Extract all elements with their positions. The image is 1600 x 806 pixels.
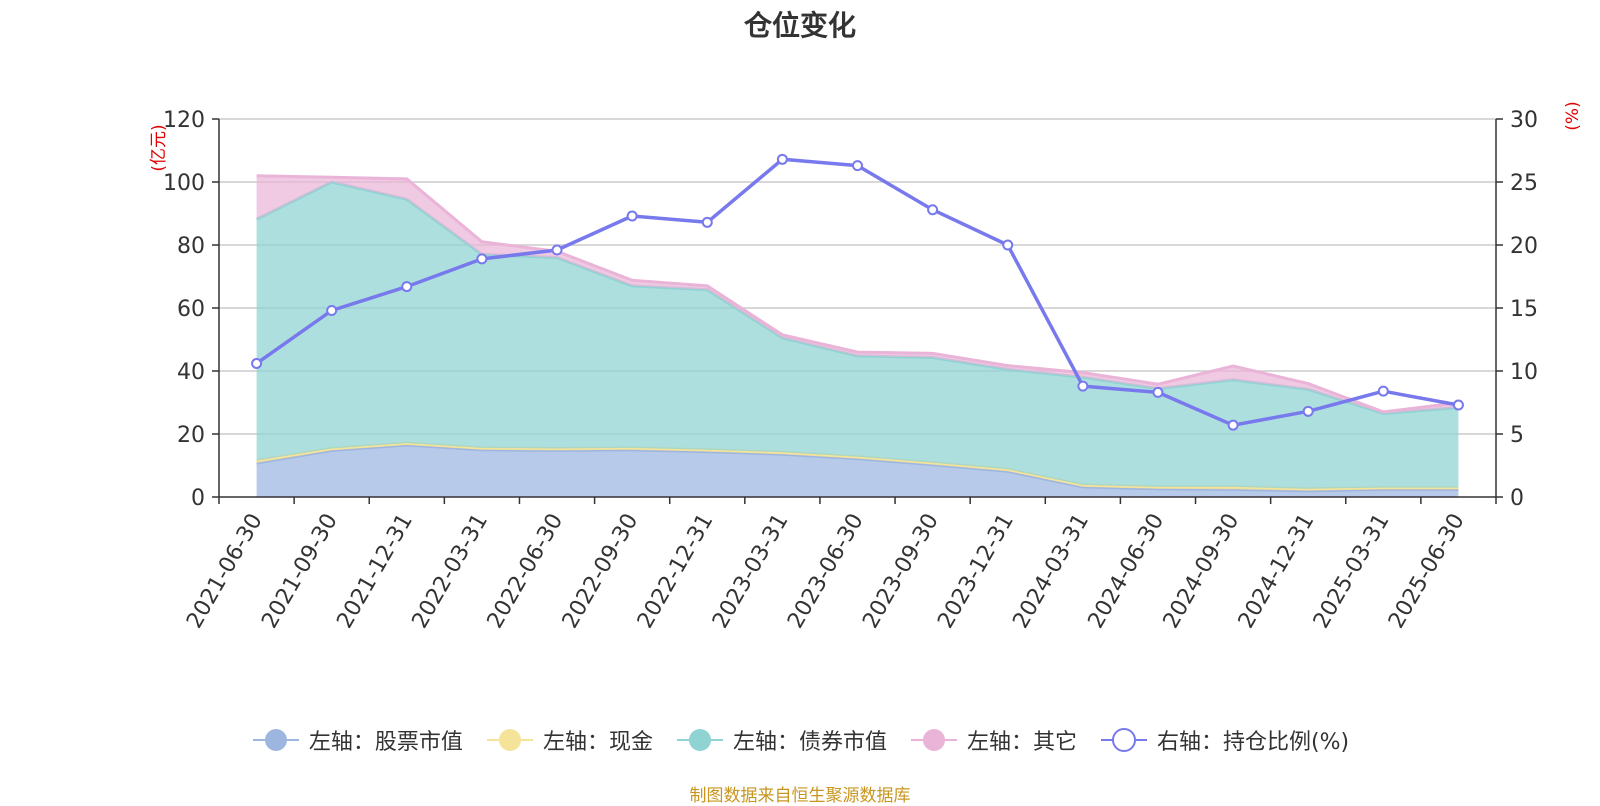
source-note: 制图数据来自恒生聚源数据库	[689, 786, 911, 806]
area-series-2	[256, 182, 1459, 489]
left-axis-tick-label: 20	[177, 423, 205, 448]
holding-ratio-point[interactable]	[551, 244, 563, 256]
left-axis-unit-label: (亿元)	[149, 124, 169, 171]
right-axis-tick-label: 10	[1510, 360, 1538, 385]
legend-marker-icon	[252, 729, 299, 751]
x-axis-tick-label: 2023-12-31	[933, 510, 1019, 633]
holding-ratio-point[interactable]	[1152, 386, 1164, 398]
holding-ratio-point[interactable]	[326, 305, 338, 317]
holding-ratio-point[interactable]	[1077, 380, 1089, 392]
x-axis-tick-label: 2023-03-31	[708, 510, 794, 633]
holding-ratio-point[interactable]	[626, 210, 638, 222]
holding-ratio-point[interactable]	[1452, 399, 1464, 411]
x-axis-tick-label: 2021-06-30	[182, 510, 268, 633]
legend-label: 左轴：现金	[542, 730, 653, 755]
left-axis-tick-label: 60	[177, 297, 205, 322]
x-axis-tick-label: 2022-09-30	[558, 510, 644, 633]
left-axis-tick-label: 100	[163, 171, 205, 196]
legend-label: 左轴：股票市值	[308, 730, 463, 755]
x-axis-tick-label: 2023-09-30	[858, 510, 944, 633]
holding-ratio-point[interactable]	[1002, 239, 1014, 251]
legend-item-2[interactable]: 左轴：债券市值	[675, 724, 887, 756]
x-axis-tick-label: 2022-06-30	[483, 510, 569, 633]
x-axis-tick-label: 2022-12-31	[633, 510, 719, 633]
area-series-0	[256, 445, 1459, 497]
left-axis-tick-label: 80	[177, 234, 205, 259]
holding-ratio-point[interactable]	[1302, 405, 1314, 417]
legend-marker-icon	[486, 729, 533, 751]
legend-item-0[interactable]: 左轴：股票市值	[251, 724, 463, 756]
x-axis-tick-label: 2024-03-31	[1008, 510, 1094, 633]
right-axis-tick-label: 30	[1510, 108, 1538, 133]
area-series-top-line-3	[256, 174, 1459, 414]
legend-label: 左轴：债券市值	[732, 730, 887, 755]
legend-item-3[interactable]: 左轴：其它	[909, 724, 1077, 756]
legend-item-4[interactable]: 右轴：持仓比例(%)	[1099, 724, 1349, 756]
stacked-areas	[255, 174, 1459, 497]
chart-title: 仓位变化	[743, 9, 856, 42]
holding-ratio-point[interactable]	[701, 216, 713, 228]
left-axis-tick-label: 40	[177, 360, 205, 385]
right-axis-unit-label: (%)	[1563, 101, 1583, 130]
holding-ratio-point[interactable]	[476, 253, 488, 265]
x-axis-tick-label: 2021-09-30	[257, 510, 343, 633]
x-axis-tick-label: 2022-03-31	[408, 510, 494, 633]
holding-ratio-point[interactable]	[1227, 419, 1239, 431]
legend-marker-icon	[676, 729, 723, 751]
right-axis-tick-label: 20	[1510, 234, 1538, 259]
legend-label: 右轴：持仓比例(%)	[1156, 730, 1350, 755]
x-axis-tick-label: 2024-12-31	[1234, 510, 1320, 633]
x-axis-tick-label: 2024-09-30	[1159, 510, 1245, 633]
legend-item-1[interactable]: 左轴：现金	[485, 724, 653, 756]
legend-marker-icon	[1100, 728, 1147, 752]
holding-ratio-point[interactable]	[852, 160, 863, 172]
holding-ratio-point[interactable]	[401, 281, 413, 293]
right-axis-tick-label: 15	[1510, 297, 1538, 322]
chart-legend: 左轴：股票市值 左轴：现金 左轴：债券市值 左轴：其它 右轴：持仓比例(%)	[0, 722, 1600, 758]
right-axis-tick-label: 25	[1510, 171, 1538, 196]
left-axis-tick-label: 0	[191, 486, 205, 511]
holding-ratio-line	[251, 153, 1464, 431]
legend-marker-icon	[910, 729, 957, 751]
x-axis-tick-label: 2023-06-30	[783, 510, 869, 633]
x-axis-tick-label: 2021-12-31	[332, 510, 418, 633]
right-axis-tick-label: 5	[1510, 423, 1524, 448]
left-axis-tick-label: 120	[163, 108, 205, 133]
x-axis-tick-label: 2025-03-31	[1309, 510, 1395, 633]
holding-ratio-point[interactable]	[927, 204, 939, 216]
x-axis-tick-label: 2025-06-30	[1384, 510, 1470, 633]
x-axis-tick-label: 2024-06-30	[1084, 510, 1170, 633]
holding-ratio-point[interactable]	[776, 153, 788, 165]
right-axis-tick-label: 0	[1510, 486, 1524, 511]
holding-ratio-point[interactable]	[251, 357, 263, 369]
legend-label: 左轴：其它	[966, 730, 1077, 755]
holding-ratio-point[interactable]	[1377, 385, 1389, 397]
